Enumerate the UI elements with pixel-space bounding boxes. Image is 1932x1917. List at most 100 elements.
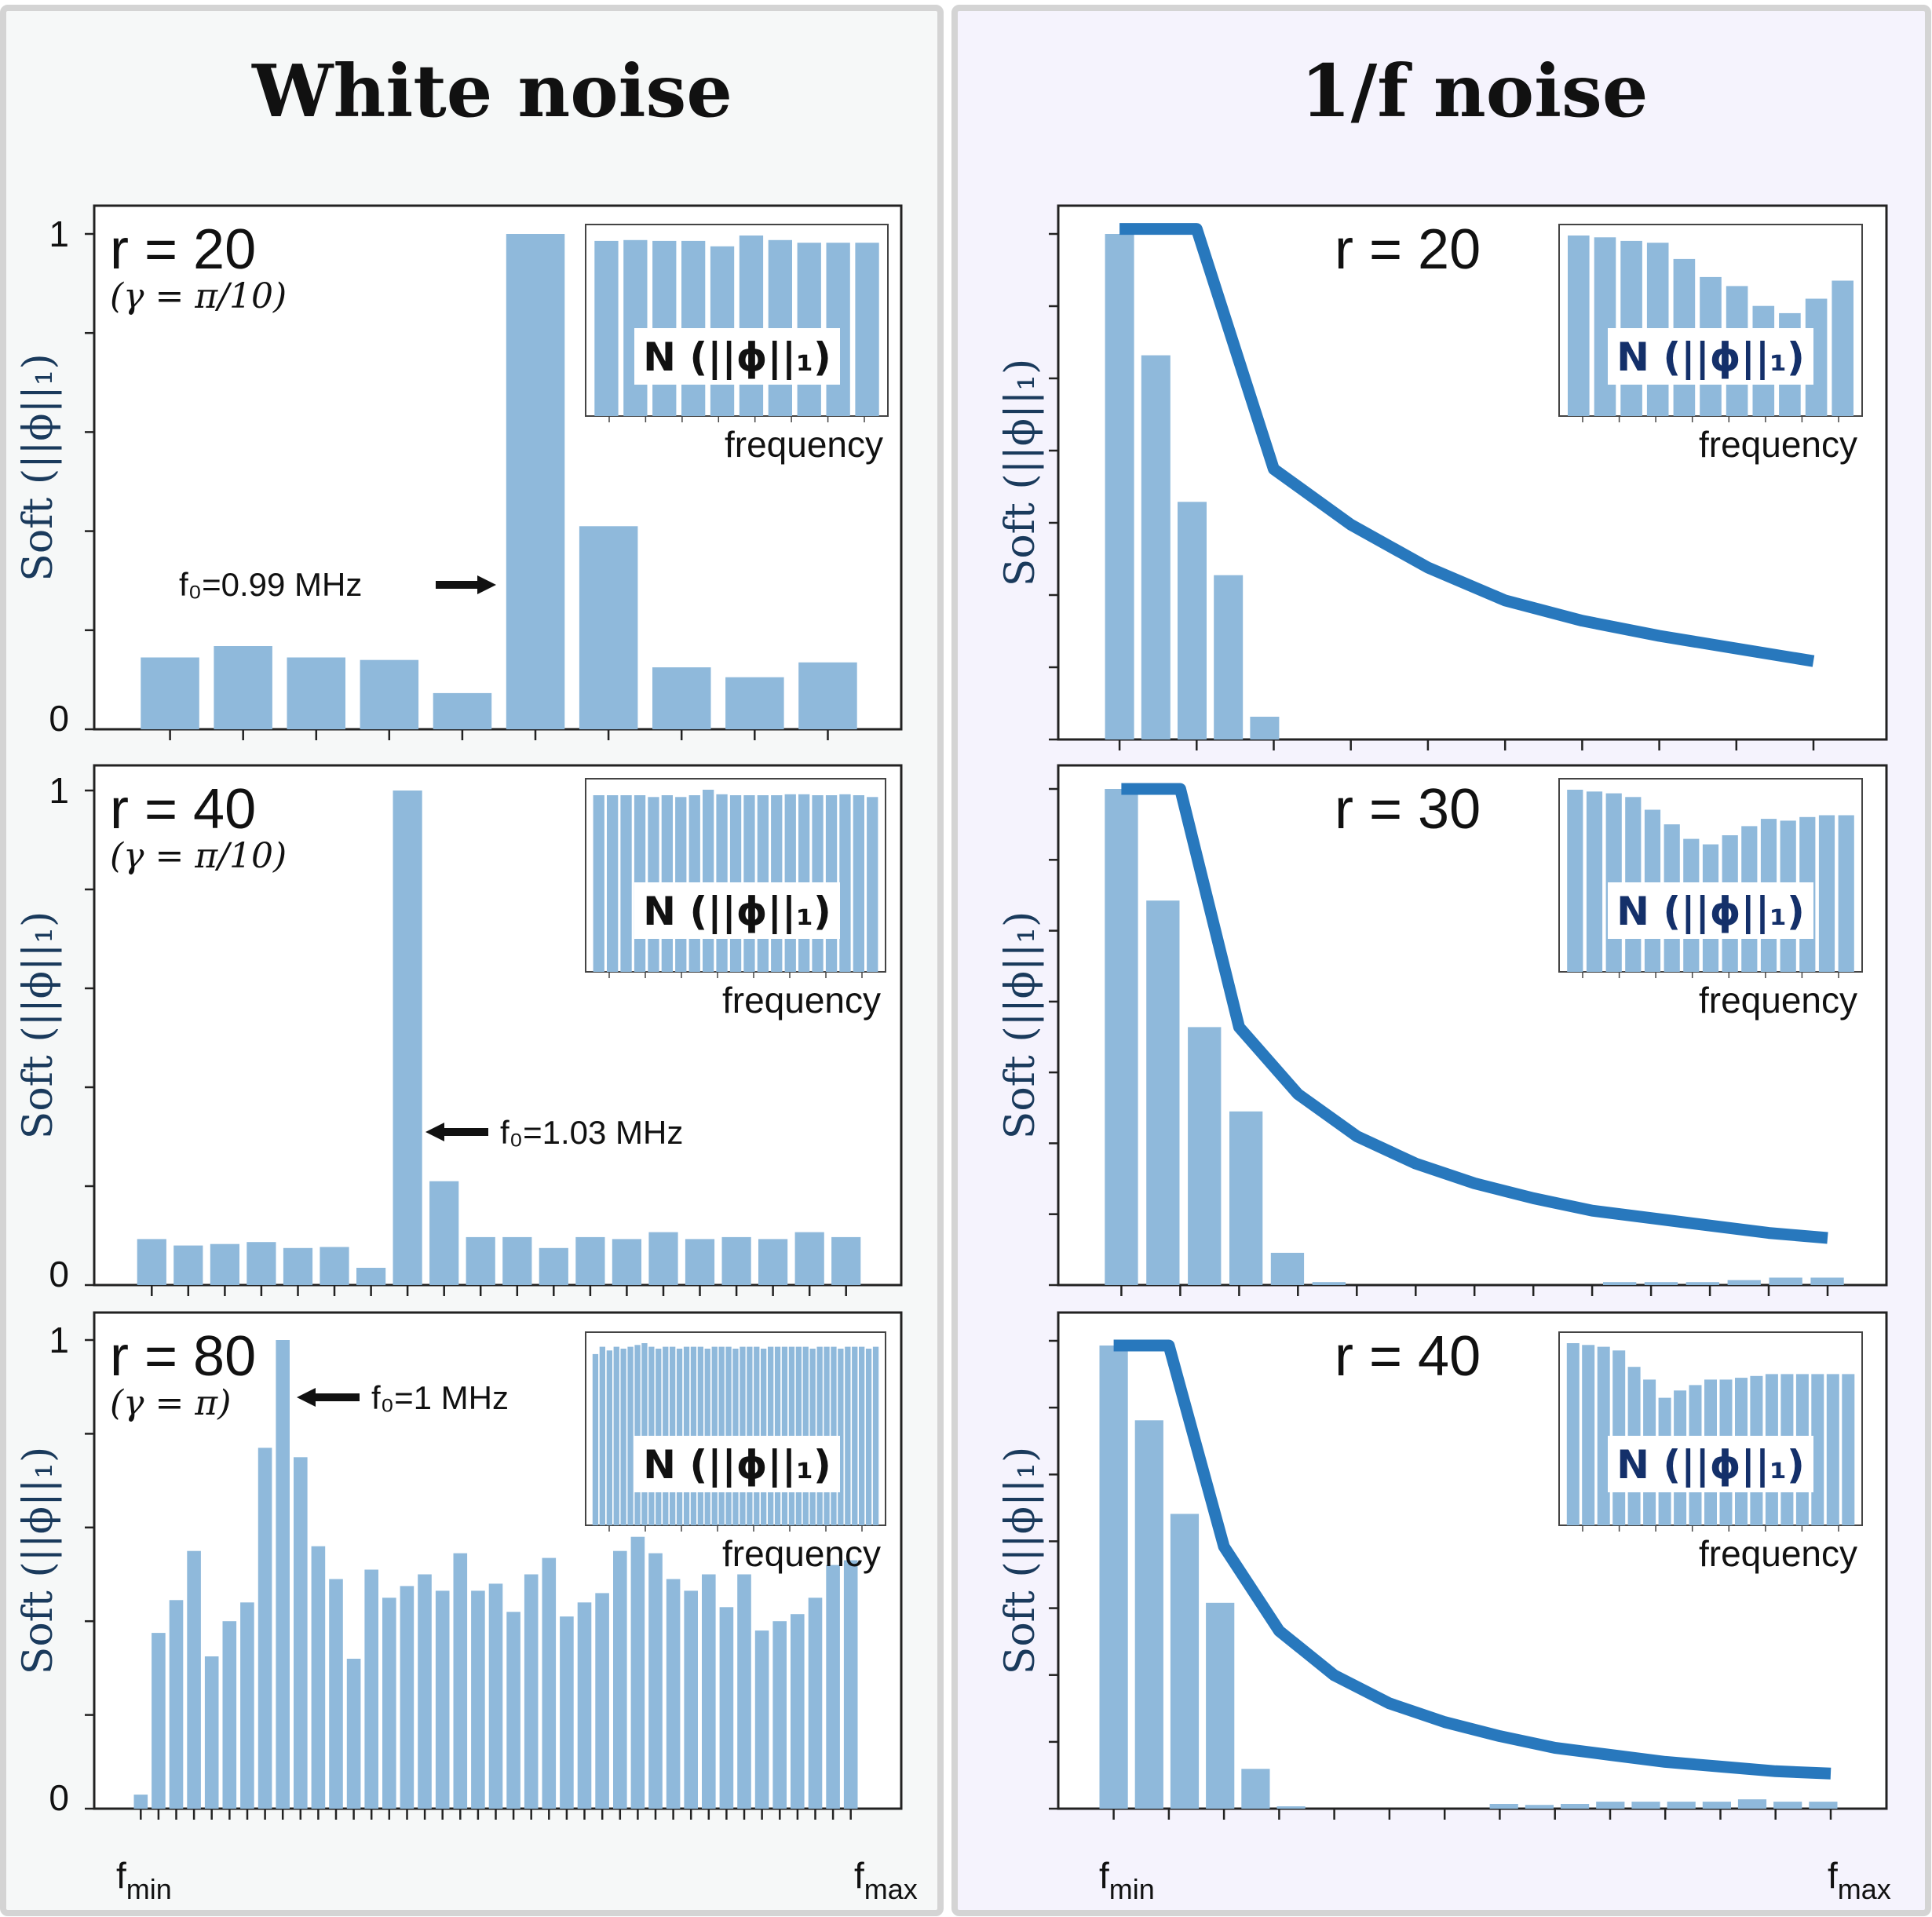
inset-bar xyxy=(641,1343,648,1525)
bar xyxy=(152,1633,166,1809)
inset-bar xyxy=(607,795,619,972)
inset-label: N (||ϕ||₁) xyxy=(643,334,831,380)
bar xyxy=(1810,1277,1844,1285)
bar xyxy=(257,1448,272,1809)
bar xyxy=(652,667,711,729)
y-axis-label: Soft (||ϕ||₁) xyxy=(997,1447,1044,1675)
chart-5: Soft (||ϕ||₁) r = 30 N (||ϕ||₁) frequency xyxy=(997,764,1888,1296)
bar xyxy=(1525,1805,1554,1809)
bar xyxy=(794,1232,824,1285)
inset-bar xyxy=(859,1346,865,1525)
bar xyxy=(1276,1806,1306,1809)
inset-bar xyxy=(852,1346,858,1525)
inset-xlabel: frequency xyxy=(1699,424,1857,465)
bar xyxy=(466,1236,495,1285)
bar xyxy=(772,1621,787,1809)
white-noise-title: White noise xyxy=(251,49,732,133)
inset-chart: N (||ϕ||₁) frequency xyxy=(1558,778,1863,1021)
bar xyxy=(214,646,272,729)
bar xyxy=(287,657,345,729)
bar xyxy=(595,1593,609,1809)
bar xyxy=(210,1243,239,1285)
bar xyxy=(429,1181,459,1285)
inset-bar xyxy=(739,236,764,416)
bar xyxy=(1769,1277,1802,1285)
one-over-f-curve xyxy=(1119,223,1815,667)
inset-xlabel: frequency xyxy=(725,424,883,465)
bar xyxy=(826,1565,840,1809)
bar xyxy=(1270,1252,1305,1285)
y-axis-label: Soft (||ϕ||₁) xyxy=(15,353,62,582)
inset-label: N (||ϕ||₁) xyxy=(1616,889,1805,934)
r-label: r = 20 xyxy=(110,218,256,281)
inset-bar xyxy=(634,1345,641,1525)
bar xyxy=(577,1602,592,1809)
bar xyxy=(240,1602,254,1809)
inset-label-box xyxy=(634,328,840,385)
bar xyxy=(542,1557,557,1809)
inset-bar xyxy=(1842,1374,1855,1525)
bar xyxy=(1206,1602,1235,1809)
bar xyxy=(1241,1769,1270,1809)
bar xyxy=(612,1239,641,1285)
inset-bar xyxy=(599,1346,605,1525)
bar xyxy=(346,1659,361,1809)
inset-bar xyxy=(1567,790,1583,972)
bar xyxy=(1146,900,1180,1285)
inset-bar xyxy=(872,1346,879,1525)
inset-bar xyxy=(855,243,879,416)
inset-bar xyxy=(623,239,648,417)
bar xyxy=(173,1245,203,1285)
bar xyxy=(222,1621,237,1809)
bar xyxy=(1105,789,1138,1285)
bar xyxy=(1727,1280,1761,1285)
bar xyxy=(579,526,638,729)
bar xyxy=(364,1569,378,1809)
bar xyxy=(630,1536,645,1809)
chart-4: Soft (||ϕ||₁) r = 20 N (||ϕ||₁) frequency xyxy=(997,204,1888,750)
y-tick-label-top: 1 xyxy=(49,1320,69,1360)
inset-chart: N (||ϕ||₁) frequency xyxy=(585,778,886,1021)
bar xyxy=(721,1236,751,1285)
y-axis-label: Soft (||ϕ||₁) xyxy=(15,911,62,1140)
bar xyxy=(758,1239,788,1285)
inset-bar xyxy=(1594,237,1616,416)
bar xyxy=(1737,1799,1767,1809)
inset-label-box xyxy=(1608,328,1813,385)
bar xyxy=(1667,1802,1696,1809)
inset-label-box xyxy=(1608,882,1813,939)
bar xyxy=(1105,234,1134,739)
bar xyxy=(539,1247,568,1286)
inset-bar xyxy=(768,239,792,417)
inset-bar xyxy=(1586,791,1603,972)
inset-bar xyxy=(1568,236,1590,416)
inset-bar xyxy=(620,795,632,972)
annotation-arrow-head xyxy=(477,575,496,594)
bar xyxy=(1631,1802,1660,1809)
bar xyxy=(137,1239,166,1285)
inset-xlabel: frequency xyxy=(1699,980,1857,1021)
annotation-arrow-head xyxy=(297,1388,316,1407)
inset-bar xyxy=(838,1349,844,1525)
bar xyxy=(648,1553,663,1809)
bar xyxy=(1250,717,1280,739)
r-label: r = 80 xyxy=(110,1325,256,1388)
y-axis-label: Soft (||ϕ||₁) xyxy=(997,359,1044,587)
inset-label: N (||ϕ||₁) xyxy=(1616,1442,1805,1488)
bar xyxy=(506,234,565,729)
bar xyxy=(247,1242,276,1285)
inset-bar xyxy=(703,790,714,972)
bar xyxy=(1773,1802,1802,1809)
bar xyxy=(1702,1802,1731,1809)
bar xyxy=(356,1268,386,1286)
inset-chart: N (||ϕ||₁) frequency xyxy=(1558,224,1863,465)
bar xyxy=(613,1550,627,1809)
bar xyxy=(1312,1282,1346,1285)
bar xyxy=(1596,1802,1625,1809)
bar xyxy=(737,1574,751,1809)
inset-bar xyxy=(853,795,864,972)
inset-xlabel: frequency xyxy=(1699,1533,1857,1574)
bar xyxy=(471,1590,485,1809)
bar xyxy=(1188,1027,1222,1285)
